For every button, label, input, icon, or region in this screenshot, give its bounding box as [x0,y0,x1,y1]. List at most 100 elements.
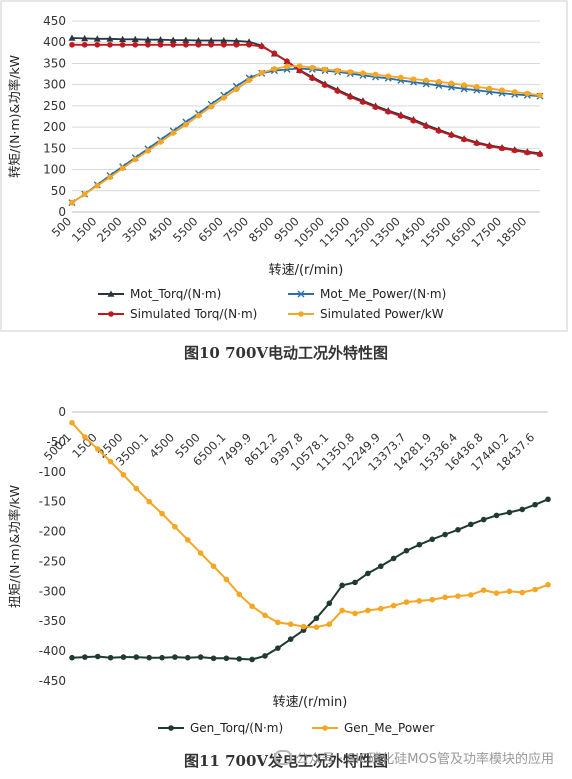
data-point-s0 [326,600,333,607]
data-point-s1 [339,607,345,614]
data-point-s3 [322,66,328,73]
y-tick-label: -50 [46,435,66,449]
data-point-s3 [473,83,480,90]
y-tick-label: -300 [39,584,66,598]
series-line-1 [71,67,541,204]
data-point-s0 [182,36,190,43]
data-point-s3 [145,148,151,154]
y-tick-label: -350 [39,614,66,628]
data-point-s2 [271,50,278,57]
data-point-s2 [461,136,467,143]
y-tick-label: 0 [58,405,66,419]
data-point-s0 [131,35,139,43]
x-tick-label: 5500 [170,214,201,245]
data-point-s2 [258,43,265,50]
y-tick-label: -200 [39,525,66,539]
data-point-s3 [271,66,278,72]
data-point-s2 [220,41,227,48]
y-tick-label: 450 [43,14,66,28]
data-point-s0 [106,35,114,42]
data-point-s2 [360,99,366,105]
legend-label: Simulated Torq/(N·m) [130,307,257,321]
data-point-s3 [499,87,505,93]
data-point-s2 [233,41,240,48]
data-point-s2 [347,94,354,100]
data-point-s3 [94,182,101,189]
data-point-s1 [184,537,191,543]
data-point-s0 [146,654,152,661]
legend-label: Mot_Torq/(N·m) [130,287,221,301]
data-point-s0 [468,521,474,528]
data-point-s0 [68,34,76,41]
data-point-s3 [524,90,531,97]
data-point-s3 [511,89,518,95]
data-point-s3 [448,80,455,87]
data-point-s2 [107,41,113,48]
data-point-s0 [403,547,410,554]
data-point-s1 [403,599,410,605]
legend-label: Simulated Power/kW [320,307,444,321]
data-point-s2 [145,41,151,48]
data-point-s1 [197,550,204,556]
data-point-s2 [170,41,176,48]
data-point-s0 [93,35,101,42]
data-point-s3 [423,77,429,84]
chart-border [0,0,568,332]
figure-10-caption: 图10 700V电动工况外特性图 [183,344,389,362]
data-point-s2 [309,75,316,82]
data-point-s2 [119,41,126,48]
data-point-s0 [159,654,165,661]
data-point-s1 [313,624,320,630]
y-tick-label: 150 [43,141,66,155]
data-point-s1 [159,510,165,517]
data-point-s2 [448,132,455,138]
data-point-s1 [94,446,101,452]
data-point-s0 [493,512,500,519]
data-point-s0 [69,654,75,661]
data-point-s0 [81,34,89,42]
y-tick-label: 350 [43,56,66,70]
data-point-s3 [360,70,366,77]
data-point-s1 [262,612,268,619]
data-point-s1 [107,458,114,465]
data-point-s1 [519,589,526,596]
data-point-s3 [410,76,417,82]
data-point-s2 [208,41,214,48]
x-tick-label: 1500 [69,214,100,245]
data-point-s2 [524,149,531,156]
data-point-s0 [82,654,88,660]
data-point-s0 [144,36,152,43]
series-line-2 [72,43,541,156]
data-point-s2 [246,41,252,48]
data-point-s1 [532,586,538,593]
data-point-s1 [236,591,243,598]
data-point-s2 [334,88,341,94]
data-point-s2 [69,41,75,48]
data-point-s3 [398,74,404,81]
data-point-s2 [372,104,379,110]
series-line-0 [71,37,541,155]
data-point-s0 [94,653,101,660]
data-point-s0 [220,37,228,44]
data-point-s0 [207,37,215,44]
data-point-s3 [170,130,176,136]
wechat-icon [273,750,292,765]
legend-label: Gen_Torq/(N·m) [190,721,283,735]
data-point-s2 [157,41,164,48]
y-axis-label: 转矩/(N·m)&功率/kW [7,55,22,178]
x-tick-label: 8500 [246,214,277,245]
data-point-s1 [249,603,255,610]
data-point-s0 [365,570,371,577]
data-point-s3 [436,78,442,85]
data-point-s3 [385,73,392,79]
data-point-s3 [107,174,113,180]
data-point-s2 [473,140,480,147]
data-point-s1 [442,594,448,601]
data-point-s0 [194,37,202,44]
y-tick-label: -100 [39,465,66,479]
data-point-s0 [232,37,240,44]
data-point-s1 [455,593,461,599]
legend-marker [322,725,328,731]
data-point-s3 [119,165,126,172]
legend-label: Gen_Me_Power [344,721,434,735]
